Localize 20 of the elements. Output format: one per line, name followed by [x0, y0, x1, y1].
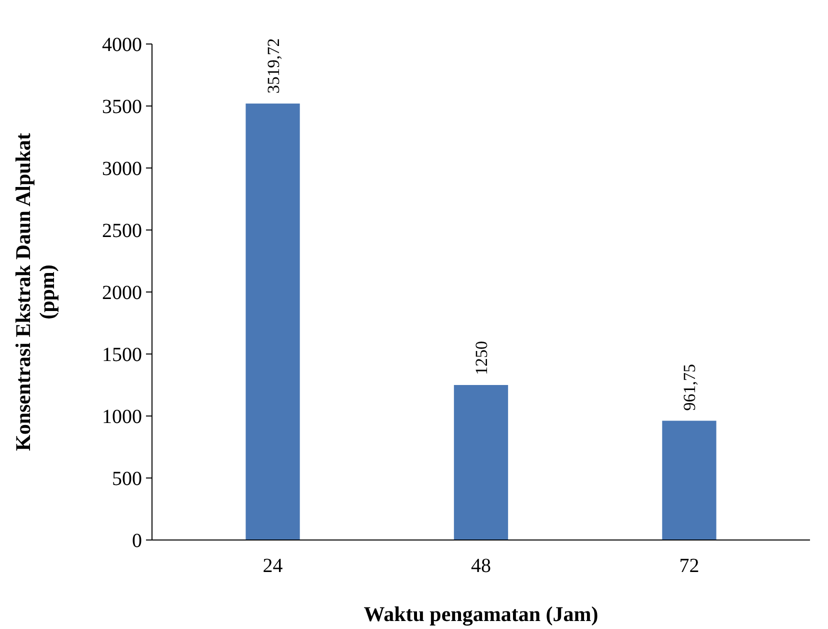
bar: [246, 104, 300, 540]
y-tick-label: 4000: [102, 34, 142, 56]
x-axis-title: Waktu pengamatan (Jam): [364, 602, 598, 626]
x-tick-label: 72: [679, 555, 700, 577]
y-tick-label: 1500: [102, 344, 142, 366]
y-tick-label: 3500: [102, 96, 142, 118]
y-tick-label: 2500: [102, 220, 142, 242]
y-tick-label: 2000: [102, 282, 142, 304]
y-tick-label: 500: [112, 468, 142, 490]
data-label: 3519,72: [264, 38, 283, 94]
data-label: 961,75: [680, 364, 700, 411]
y-tick-label: 0: [132, 530, 142, 552]
bar: [662, 420, 716, 540]
bar: [454, 385, 508, 540]
x-tick-label: 48: [471, 555, 491, 577]
y-tick-label: 1000: [102, 406, 142, 428]
y-tick-label: 3000: [102, 158, 142, 180]
x-tick-label: 24: [262, 555, 283, 577]
y-axis-title: Konsentrasi Ekstrak Daun Alpukat (ppm): [11, 132, 59, 452]
data-label: 1250: [472, 341, 491, 375]
